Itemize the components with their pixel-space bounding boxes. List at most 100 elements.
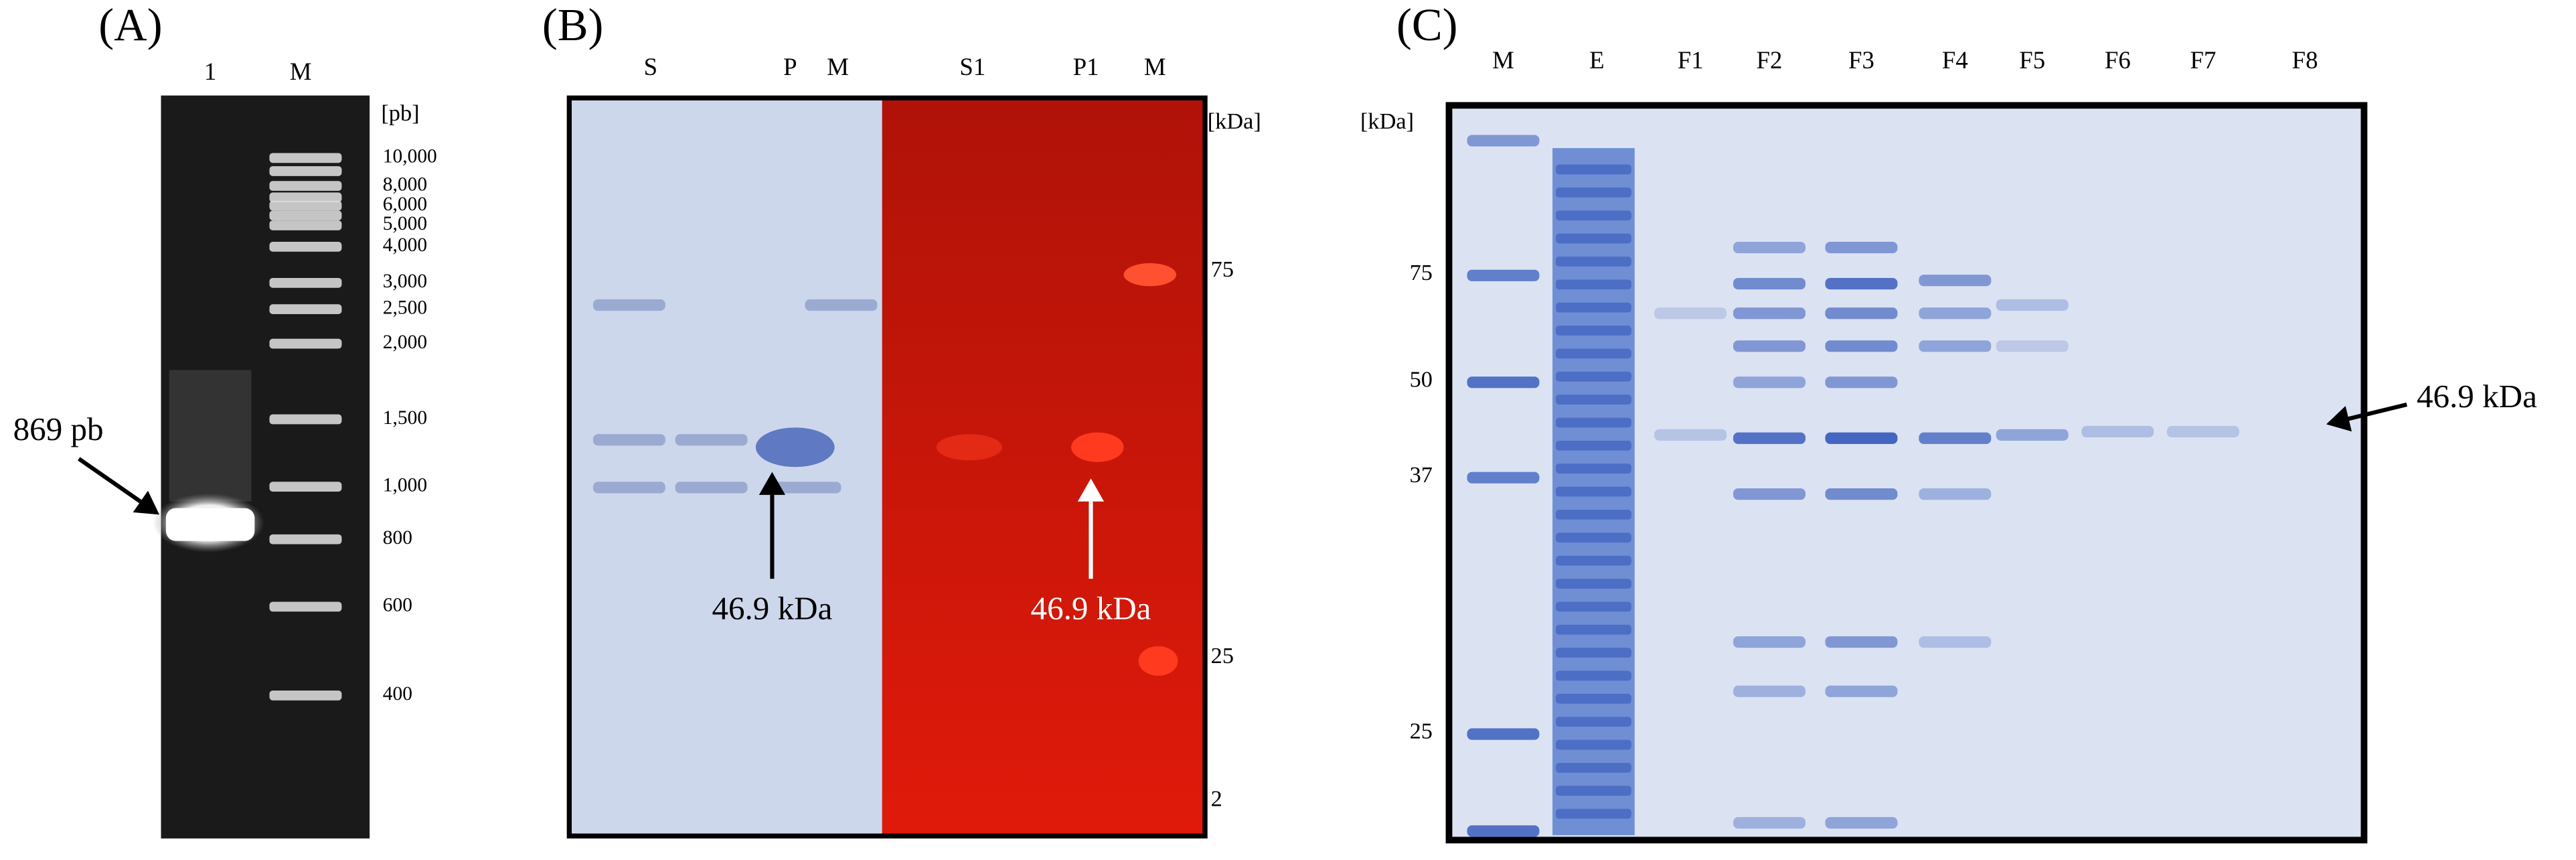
arrow-shaft <box>2348 402 2407 421</box>
marker-label: 50 <box>1410 366 1433 392</box>
protein-band <box>1556 717 1631 727</box>
marker-label: 2 <box>1211 786 1222 811</box>
gel-b-blue <box>572 100 882 834</box>
lane-label: F6 <box>2105 46 2131 74</box>
protein-band <box>1556 348 1631 359</box>
protein-band <box>755 427 835 468</box>
protein-band <box>1825 488 1898 500</box>
marker-label: 4,000 <box>383 234 427 256</box>
protein-band <box>1467 728 1540 740</box>
protein-band <box>1556 210 1631 221</box>
unit-label: [kDa] <box>1208 109 1261 134</box>
ladder-band <box>269 153 342 163</box>
protein-band <box>1556 555 1631 566</box>
marker-label: 6,000 <box>383 194 427 215</box>
lane-label: S <box>644 53 657 80</box>
ladder-band <box>269 601 342 612</box>
fluor-band <box>1071 432 1124 462</box>
protein-band <box>1467 825 1540 837</box>
lane-label: F2 <box>1757 46 1783 74</box>
protein-band <box>1556 739 1631 750</box>
marker-label: 2,500 <box>383 297 427 318</box>
protein-band <box>675 482 748 494</box>
annotation: 46.9 kDa <box>2417 378 2537 415</box>
protein-band <box>1825 307 1898 319</box>
marker-label: 1,500 <box>383 407 427 429</box>
protein-band <box>1556 648 1631 658</box>
protein-band <box>1556 786 1631 796</box>
protein-band <box>1556 371 1631 382</box>
panel-label: (A) <box>98 0 162 50</box>
panel-label: (B) <box>542 0 604 50</box>
ladder-band <box>269 482 342 492</box>
lane-label: M <box>1144 53 1166 80</box>
ladder-band <box>269 338 342 349</box>
protein-band <box>1996 429 2069 441</box>
ladder-band <box>269 277 342 288</box>
marker-label: 2,000 <box>383 332 427 353</box>
protein-band <box>1919 432 1992 444</box>
protein-band <box>1996 299 2069 311</box>
ladder-band <box>269 210 342 221</box>
ladder-band <box>269 414 342 425</box>
protein-band <box>1556 579 1631 589</box>
unit-label: [kDa] <box>1360 109 1414 134</box>
fluor-band <box>936 434 1002 461</box>
marker-label: 75 <box>1211 257 1234 282</box>
protein-band <box>1733 307 1806 319</box>
protein-band <box>1467 269 1540 281</box>
lane-label: 1 <box>204 58 216 85</box>
lane-label: P <box>783 53 797 80</box>
lane-label: F1 <box>1678 46 1704 74</box>
annotation: 869 pb <box>13 411 104 447</box>
protein-band <box>805 299 878 311</box>
protein-band <box>1556 624 1631 635</box>
protein-band <box>1919 275 1992 287</box>
marker-label: 800 <box>383 527 412 549</box>
protein-band <box>1733 685 1806 697</box>
protein-band <box>1556 762 1631 773</box>
protein-band <box>1467 376 1540 388</box>
ladder-band <box>269 534 342 545</box>
protein-band <box>1556 463 1631 474</box>
protein-band <box>1733 816 1806 829</box>
lane-label: E <box>1589 46 1604 74</box>
protein-band <box>1654 429 1727 441</box>
lane-label: S1 <box>959 53 985 80</box>
marker-label: 75 <box>1410 260 1433 285</box>
protein-band <box>592 482 665 494</box>
protein-band <box>1825 242 1898 254</box>
lane-label: F3 <box>1848 46 1874 74</box>
lane-label: F4 <box>1942 46 1968 74</box>
protein-band <box>1825 376 1898 388</box>
protein-band <box>1556 417 1631 428</box>
protein-band <box>1733 636 1806 648</box>
ladder-band <box>269 166 342 176</box>
protein-band <box>592 299 665 311</box>
marker-label: 3,000 <box>383 271 427 292</box>
protein-band <box>1919 488 1992 500</box>
protein-band <box>592 434 665 446</box>
protein-band <box>1556 326 1631 336</box>
marker-label: 10,000 <box>383 146 437 167</box>
ladder-band <box>269 690 342 701</box>
protein-band <box>1556 279 1631 290</box>
protein-band <box>1556 302 1631 313</box>
protein-band <box>1556 670 1631 681</box>
arrow-head <box>133 490 160 515</box>
protein-band <box>1467 135 1540 147</box>
protein-band <box>1825 432 1898 444</box>
protein-band <box>1556 395 1631 405</box>
protein-band <box>1919 307 1992 319</box>
marker-label: 37 <box>1410 462 1433 488</box>
annotation: 46.9 kDa <box>1031 589 1151 626</box>
protein-band <box>1825 277 1898 290</box>
protein-band <box>1733 376 1806 388</box>
lane-label: F5 <box>2019 46 2045 74</box>
fluor-band <box>1138 646 1178 676</box>
gel-b-red <box>882 100 1203 834</box>
ladder-band <box>269 242 342 252</box>
lane-label: F7 <box>2190 46 2216 74</box>
